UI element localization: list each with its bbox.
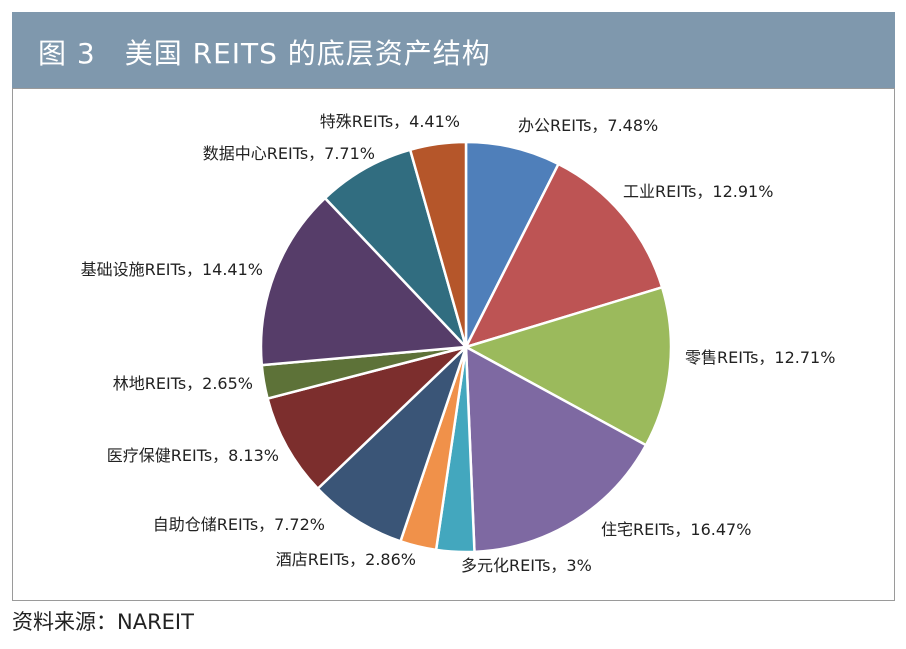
- pie-slice: [408, 140, 468, 348]
- slice-label: 零售REITs，12.71%: [685, 348, 835, 367]
- slice-label: 酒店REITs，2.86%: [276, 550, 416, 569]
- slice-label: 林地REITs，2.65%: [113, 374, 253, 393]
- slice-label: 基础设施REITs，14.41%: [81, 260, 263, 279]
- pie-slice: [462, 285, 673, 447]
- slice-label: 工业REITs，12.91%: [623, 182, 773, 201]
- chart-title: 图 3 美国 REITS 的底层资产结构: [38, 37, 491, 70]
- pie-slice: [259, 196, 469, 367]
- slice-label: 办公REITs，7.48%: [518, 116, 658, 135]
- pie-slice: [266, 344, 471, 491]
- slice-label: 住宅REITs，16.47%: [601, 520, 751, 539]
- source-note: 资料来源：NAREIT: [12, 610, 194, 634]
- chart-frame: 办公REITs，7.48% 工业REITs，12.91% 零售REITs，12.71…: [12, 88, 895, 601]
- slice-label: 多元化REITs，3%: [461, 556, 592, 575]
- pie-slice: [316, 346, 468, 543]
- slice-label: 数据中心REITs，7.71%: [203, 144, 375, 163]
- slice-label: 特殊REITs，4.41%: [320, 112, 460, 131]
- pie-slice: [464, 140, 561, 348]
- pie-slice: [323, 148, 468, 348]
- pie-chart: 办公REITs，7.48% 工业REITs，12.91% 零售REITs，12.71…: [81, 112, 836, 575]
- pie-slice: [464, 344, 648, 554]
- slice-label: 自助仓储REITs，7.72%: [153, 515, 325, 534]
- slice-label: 医疗保健REITs，8.13%: [107, 446, 279, 465]
- title-bar: 图 3 美国 REITS 的底层资产结构: [12, 12, 895, 88]
